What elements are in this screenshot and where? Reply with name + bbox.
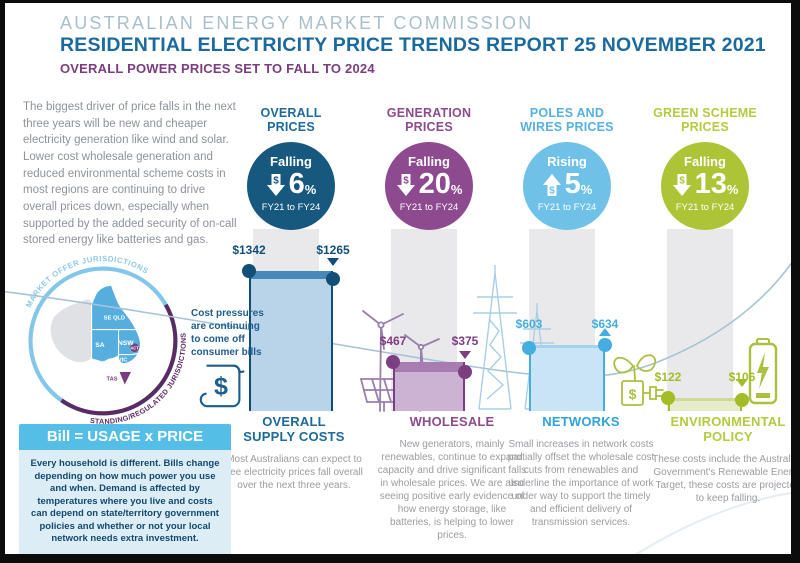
- fy21-dot: [386, 355, 400, 370]
- org-name: AUSTRALIAN ENERGY MARKET COMMISSION: [60, 13, 534, 33]
- price-bar-wholesale: [393, 362, 465, 411]
- fy21-dot: [661, 391, 675, 406]
- column-title: GENERATION PRICES: [386, 106, 472, 135]
- fy21-value: $1342: [232, 243, 266, 257]
- infographic-page: AUSTRALIAN ENERGY MARKET COMMISSION RESI…: [5, 3, 791, 554]
- cost-pressures-note: Cost pressures are continuing to come of…: [191, 308, 264, 358]
- bill-formula-text: Every household is different. Bills chan…: [19, 450, 231, 554]
- map-label-seqld: SE QLD: [104, 315, 125, 321]
- fy24-value: $375: [451, 334, 479, 349]
- section-wholesale: WHOLESALE New generators, mainly renewab…: [377, 414, 527, 541]
- change-badge-networks: Rising $ 5% FY21 to FY24: [523, 142, 611, 230]
- dollar-glyph: $: [214, 373, 228, 401]
- trend-percent: 20: [418, 168, 451, 200]
- svg-text:$: $: [403, 175, 409, 186]
- price-change-band: [531, 344, 603, 349]
- trend-direction: Falling: [270, 154, 312, 169]
- trend-arrow-marker: [327, 258, 339, 267]
- plant-plug-icon: $: [613, 354, 664, 406]
- trend-arrow-marker: [459, 350, 471, 359]
- fy21-dot: [522, 341, 536, 356]
- trend-period: FY21 to FY24: [261, 202, 321, 213]
- fy24-dot: [326, 272, 340, 287]
- trend-direction: Falling: [684, 154, 726, 169]
- column-background-band: [667, 229, 733, 411]
- bill-formula-box: Bill = USAGE x PRICE Every household is …: [19, 424, 231, 554]
- fy24-dot: [598, 337, 612, 352]
- price-bar-networks: [529, 344, 605, 411]
- powerline-curve: [5, 262, 791, 554]
- regulated-ring-arc: [60, 303, 178, 416]
- price-bar-environmental: [668, 398, 742, 411]
- fy21-dot: [242, 264, 256, 278]
- svg-text:$: $: [679, 175, 685, 186]
- trend-direction: Rising: [547, 154, 587, 169]
- map-label-tas: TAS: [107, 376, 118, 382]
- price-change-band: [395, 362, 463, 372]
- column-title: OVERALL PRICES: [260, 106, 322, 135]
- fy21-value: $467: [379, 334, 407, 349]
- map-label-nsw: NSW: [118, 340, 134, 347]
- trend-percent: 13: [694, 168, 727, 200]
- price-change-band: [670, 398, 740, 402]
- dollar-glyph: $: [629, 386, 637, 402]
- intro-paragraph: The biggest driver of price falls in the…: [23, 101, 237, 247]
- section-overall-supply-costs: OVERALL SUPPLY COSTS Most Australians ca…: [225, 414, 363, 491]
- fy21-value: $603: [515, 316, 543, 331]
- percent-sign: %: [304, 181, 317, 197]
- price-change-band: [251, 271, 331, 280]
- jurisdictions-map: MARKET OFFER JURISDICTIONS STANDING/REGU…: [15, 253, 191, 429]
- trend-period: FY21 to FY24: [537, 202, 597, 213]
- trend-arrow-marker: [736, 378, 748, 387]
- section-environmental-policy: ENVIRONMENTAL POLICY These costs include…: [652, 414, 791, 504]
- change-badge-generation: Falling $ 20% FY21 to FY24: [385, 142, 473, 230]
- dollar-down-arrow-icon: $: [396, 173, 415, 196]
- fy24-dot: [458, 364, 472, 379]
- map-label-act: ACT: [130, 346, 139, 351]
- fy24-value: $634: [591, 316, 619, 331]
- map-region-sa: [91, 329, 120, 363]
- dollar-up-arrow-icon: $: [542, 173, 561, 196]
- trend-percent: 6: [288, 168, 305, 200]
- column-title: GREEN SCHEME PRICES: [653, 106, 757, 135]
- percent-sign: %: [580, 181, 593, 197]
- percent-sign: %: [726, 181, 739, 197]
- map-region-vic: [118, 352, 140, 365]
- column-title: POLES AND WIRES PRICES: [520, 106, 614, 135]
- change-badge-overall: Falling $ 6% FY21 to FY24: [247, 142, 335, 230]
- dollar-down-arrow-icon: $: [266, 173, 285, 196]
- map-region-tas: [119, 372, 131, 385]
- fy24-dot: [735, 392, 749, 407]
- change-badge-environmental: Falling $ 13% FY21 to FY24: [661, 142, 749, 230]
- bill-formula-title: Bill = USAGE x PRICE: [19, 424, 231, 450]
- fy24-value: $1265: [316, 243, 350, 257]
- svg-text:$: $: [273, 175, 279, 186]
- bill-scroll-icon: $: [199, 364, 245, 408]
- map-label-sa: SA: [95, 342, 104, 349]
- report-title: RESIDENTIAL ELECTRICITY PRICE TRENDS REP…: [60, 34, 766, 56]
- trend-period: FY21 to FY24: [675, 202, 735, 213]
- trend-direction: Falling: [408, 154, 450, 169]
- map-region-act: [130, 343, 139, 353]
- percent-sign: %: [450, 181, 463, 197]
- trend-period: FY21 to FY24: [399, 202, 459, 213]
- svg-text:$: $: [549, 185, 555, 196]
- map-region-west: [49, 298, 93, 364]
- dollar-down-arrow-icon: $: [672, 173, 691, 196]
- trend-arrow-marker: [599, 327, 611, 336]
- price-bar-overall: [249, 271, 333, 411]
- battery-icon: [748, 338, 778, 405]
- fy24-value: $106: [728, 370, 756, 385]
- fy21-value: $122: [654, 370, 682, 385]
- section-networks: NETWORKS Small increases in network cost…: [507, 414, 655, 528]
- map-label-vic: VIC: [118, 358, 127, 364]
- trend-percent: 5: [564, 168, 581, 200]
- report-subtitle: OVERALL POWER PRICES SET TO FALL TO 2024: [60, 61, 375, 76]
